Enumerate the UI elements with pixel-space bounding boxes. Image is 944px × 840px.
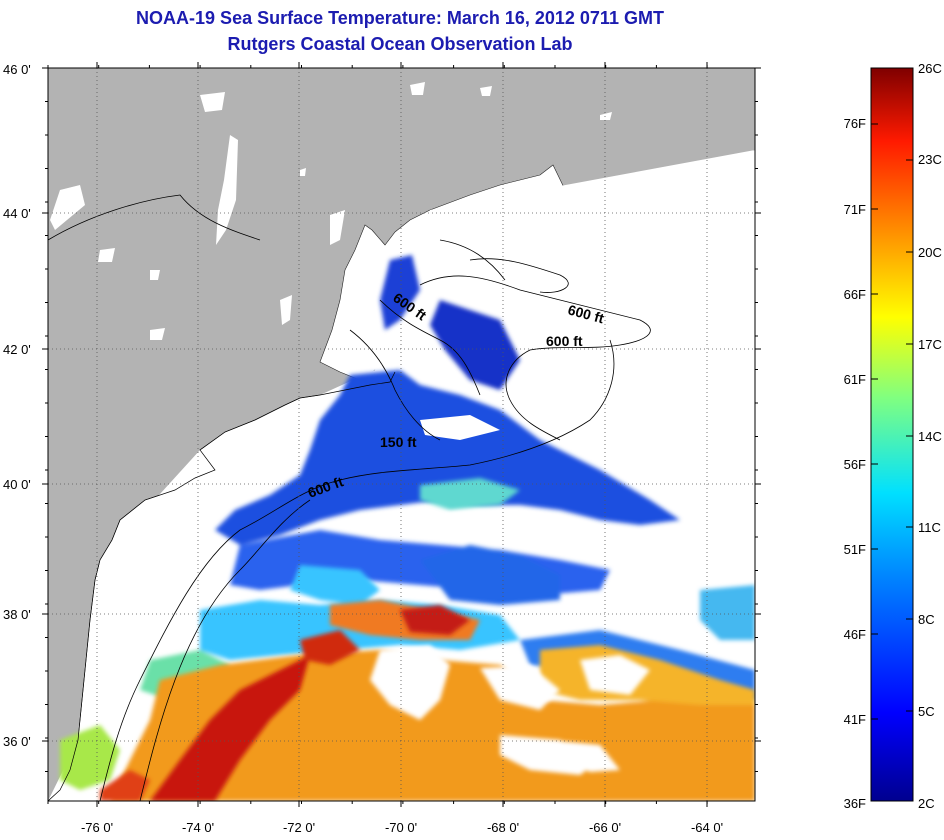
- map-title: NOAA-19 Sea Surface Temperature: March 1…: [136, 8, 664, 28]
- lon-label: -72 0': [283, 820, 315, 835]
- lat-label: 36 0': [3, 734, 31, 749]
- lat-label: 38 0': [3, 607, 31, 622]
- map-subtitle: Rutgers Coastal Ocean Observation Lab: [227, 34, 573, 54]
- lon-label: -70 0': [385, 820, 417, 835]
- contour-label: 600 ft: [546, 333, 583, 349]
- lat-label: 44 0': [3, 206, 31, 221]
- lon-label: -66 0': [589, 820, 621, 835]
- axis-ticks: [42, 62, 761, 807]
- cold-water-band: [215, 255, 680, 605]
- cloud-patches-north: [420, 405, 575, 440]
- lat-label: 40 0': [3, 477, 31, 492]
- coastline: [48, 371, 396, 801]
- lon-label: -64 0': [691, 820, 723, 835]
- bathymetry-contours: [48, 194, 651, 801]
- lat-label: 42 0': [3, 342, 31, 357]
- lon-label: -76 0': [81, 820, 113, 835]
- lon-label: -74 0': [182, 820, 214, 835]
- lat-label: 46 0': [3, 62, 31, 77]
- lon-label: -68 0': [487, 820, 519, 835]
- hot-core: [100, 605, 470, 801]
- contour-label: 150 ft: [380, 434, 417, 450]
